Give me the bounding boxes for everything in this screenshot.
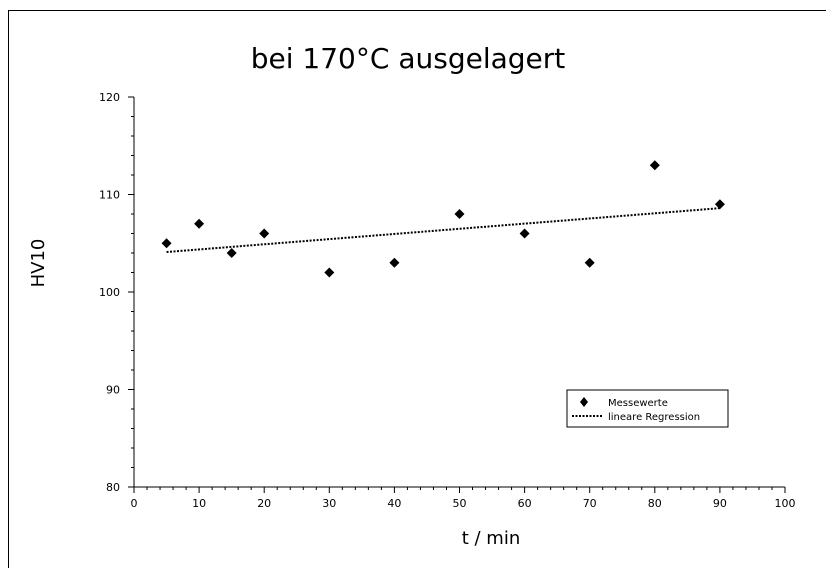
y-axis-label: HV10 (28, 239, 49, 288)
data-point (389, 257, 400, 268)
regression-line (166, 207, 720, 254)
legend-label-messewerte: Messewerte (608, 398, 668, 409)
x-tick-label: 20 (257, 497, 271, 510)
scatter-series (161, 160, 725, 278)
y-tick-label: 100 (99, 286, 120, 299)
x-tick-label: 40 (387, 497, 401, 510)
legend-box (566, 389, 729, 428)
x-tick-label: 0 (131, 497, 138, 510)
x-tick-label: 80 (648, 497, 662, 510)
data-point (714, 199, 725, 210)
x-tick-label: 60 (518, 497, 532, 510)
legend: Messewerte lineare Regression (566, 389, 729, 428)
legend-marker-diamond (580, 397, 588, 407)
x-tick-label: 100 (775, 497, 796, 510)
data-point (324, 267, 335, 278)
legend-label-regression: lineare Regression (608, 412, 700, 423)
x-tick-label: 50 (453, 497, 467, 510)
data-point (194, 218, 205, 229)
y-tick-label: 120 (99, 91, 120, 104)
x-tick-label: 10 (192, 497, 206, 510)
axes: 0 10 20 30 40 50 60 70 80 90 100 80 90 100 110 120 (99, 91, 796, 510)
regression-series (166, 207, 720, 254)
x-axis-label: t / min (462, 528, 521, 549)
y-tick-label: 110 (99, 189, 120, 202)
chart-title: bei 170°C ausgelagert (251, 42, 566, 75)
chart-frame (8, 10, 826, 568)
data-point (649, 160, 660, 171)
data-point (226, 248, 237, 258)
y-tick-label: 90 (106, 384, 120, 397)
data-point (584, 257, 595, 268)
data-point (519, 228, 530, 239)
data-point (454, 209, 465, 219)
data-point (259, 228, 270, 239)
x-tick-label: 30 (322, 497, 336, 510)
y-tick-label: 80 (106, 481, 120, 494)
x-tick-label: 70 (583, 497, 597, 510)
data-point (161, 238, 172, 249)
x-tick-label: 90 (713, 497, 727, 510)
